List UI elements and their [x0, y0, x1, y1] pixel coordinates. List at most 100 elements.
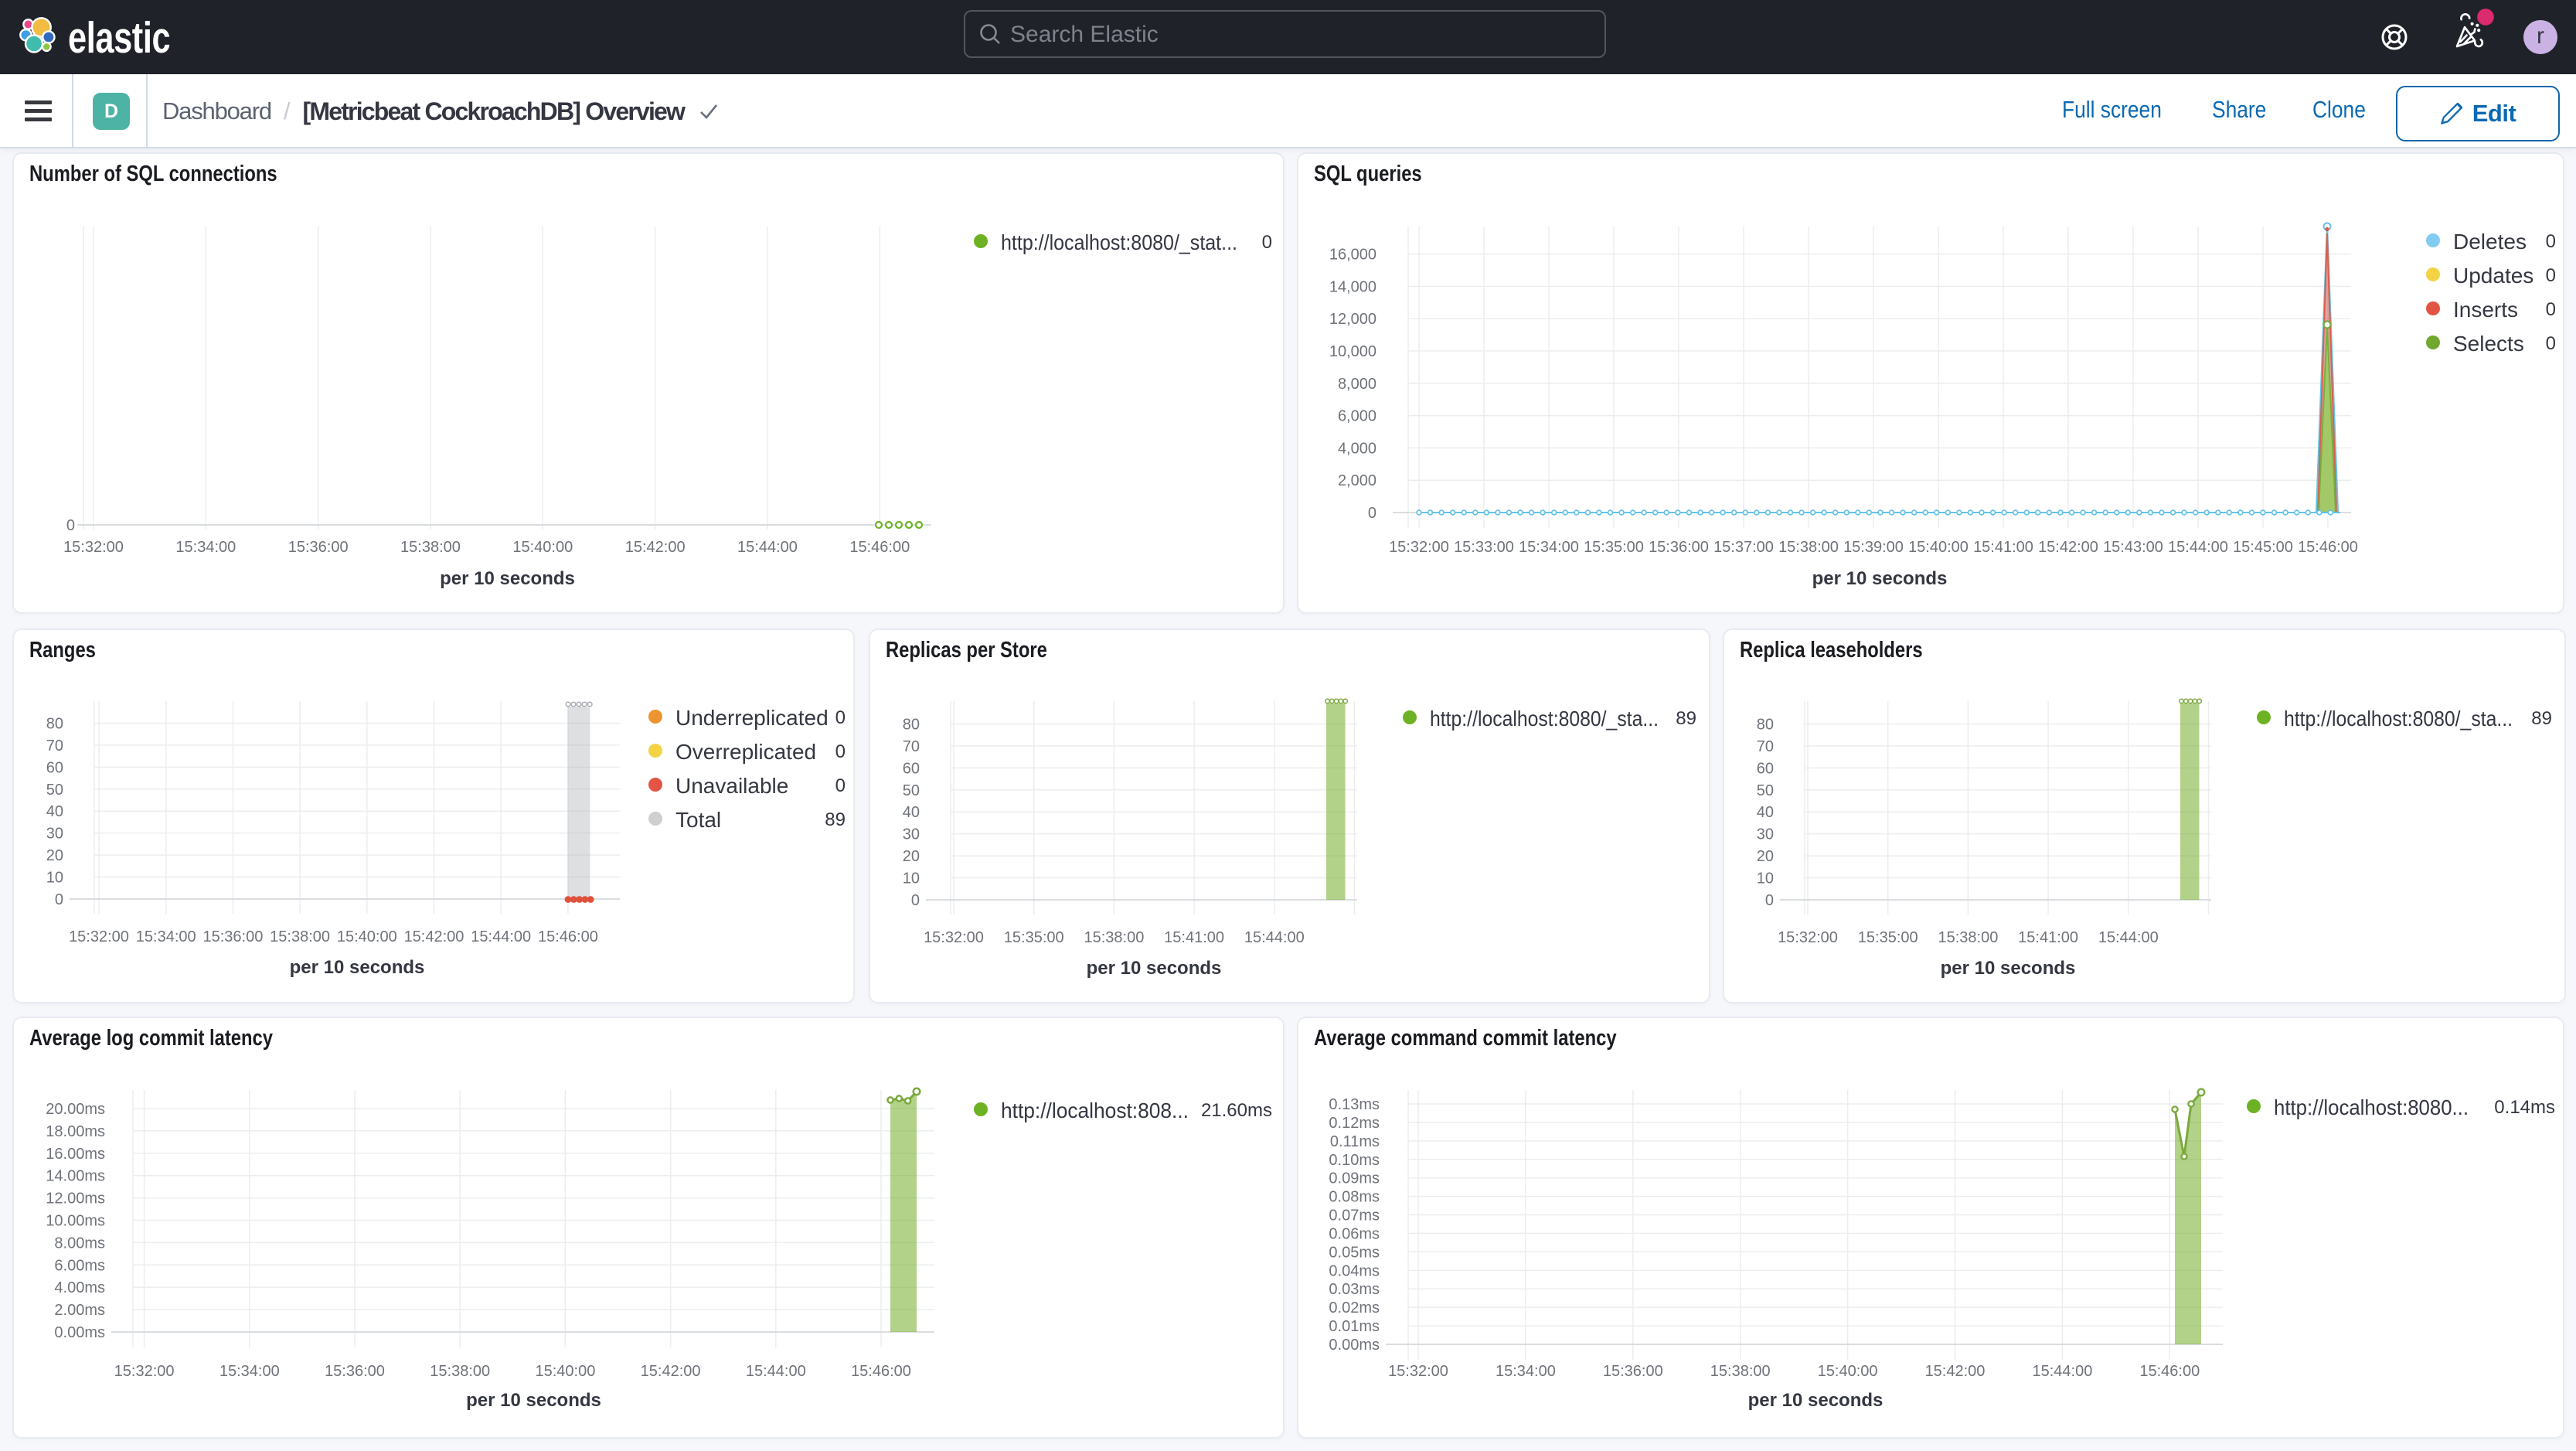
svg-text:15:35:00: 15:35:00	[1004, 929, 1064, 946]
svg-text:89: 89	[2531, 708, 2552, 729]
svg-text:16,000: 16,000	[1329, 247, 1376, 264]
svg-text:15:42:00: 15:42:00	[404, 928, 464, 945]
svg-text:15:32:00: 15:32:00	[1388, 1363, 1448, 1380]
svg-text:15:34:00: 15:34:00	[175, 539, 236, 556]
svg-text:2,000: 2,000	[1338, 472, 1376, 489]
svg-text:4.00ms: 4.00ms	[54, 1279, 105, 1296]
svg-text:2.00ms: 2.00ms	[54, 1302, 105, 1319]
svg-text:40: 40	[46, 803, 63, 820]
svg-text:80: 80	[1757, 716, 1774, 733]
svg-text:0: 0	[1368, 505, 1376, 522]
svg-text:0.00ms: 0.00ms	[1329, 1337, 1380, 1354]
svg-text:http://localhost:808...: http://localhost:808...	[1001, 1098, 1189, 1122]
svg-text:12.00ms: 12.00ms	[46, 1190, 105, 1207]
svg-text:70: 70	[46, 737, 63, 754]
svg-text:15:38:00: 15:38:00	[1938, 929, 1998, 946]
svg-text:0: 0	[2546, 265, 2556, 286]
svg-text:15:35:00: 15:35:00	[1584, 539, 1644, 556]
svg-text:0: 0	[55, 891, 63, 908]
svg-text:10: 10	[903, 870, 920, 887]
svg-text:15:36:00: 15:36:00	[288, 539, 349, 556]
svg-text:50: 50	[1757, 782, 1774, 799]
svg-text:15:37:00: 15:37:00	[1713, 539, 1774, 556]
svg-text:50: 50	[46, 782, 63, 799]
svg-text:70: 70	[903, 738, 920, 755]
svg-text:0: 0	[2546, 299, 2556, 320]
svg-text:per 10 seconds: per 10 seconds	[1748, 1390, 1884, 1411]
svg-text:15:44:00: 15:44:00	[2032, 1363, 2092, 1380]
svg-text:0.05ms: 0.05ms	[1329, 1244, 1380, 1261]
svg-text:15:32:00: 15:32:00	[924, 929, 984, 946]
svg-text:0.06ms: 0.06ms	[1329, 1225, 1380, 1242]
svg-text:0.04ms: 0.04ms	[1329, 1262, 1380, 1279]
svg-text:15:41:00: 15:41:00	[1973, 539, 2033, 556]
svg-text:30: 30	[903, 826, 920, 843]
svg-text:15:32:00: 15:32:00	[1389, 539, 1449, 556]
svg-text:per 10 seconds: per 10 seconds	[440, 568, 575, 589]
svg-text:15:42:00: 15:42:00	[1925, 1363, 1986, 1380]
svg-text:15:39:00: 15:39:00	[1843, 539, 1904, 556]
svg-text:16.00ms: 16.00ms	[46, 1146, 105, 1163]
svg-text:14,000: 14,000	[1329, 278, 1376, 295]
svg-text:0: 0	[1765, 892, 1774, 909]
svg-text:0: 0	[2546, 231, 2556, 252]
svg-text:15:33:00: 15:33:00	[1454, 539, 1514, 556]
svg-text:80: 80	[903, 716, 920, 733]
svg-text:15:38:00: 15:38:00	[400, 539, 461, 556]
svg-text:0.03ms: 0.03ms	[1329, 1281, 1380, 1298]
svg-text:40: 40	[1757, 804, 1774, 821]
svg-text:15:32:00: 15:32:00	[69, 928, 129, 945]
svg-text:15:34:00: 15:34:00	[1519, 539, 1579, 556]
svg-text:Selects: Selects	[2453, 332, 2524, 356]
svg-text:15:41:00: 15:41:00	[1164, 929, 1224, 946]
svg-text:15:40:00: 15:40:00	[337, 928, 397, 945]
svg-text:http://localhost:8080/_stat...: http://localhost:8080/_stat...	[1001, 230, 1237, 254]
svg-text:per 10 seconds: per 10 seconds	[1941, 958, 2076, 979]
svg-text:15:36:00: 15:36:00	[1649, 539, 1709, 556]
svg-text:0.14ms: 0.14ms	[2494, 1097, 2555, 1118]
svg-text:40: 40	[903, 804, 920, 821]
svg-text:15:44:00: 15:44:00	[471, 928, 531, 945]
svg-text:Deletes: Deletes	[2453, 230, 2527, 254]
svg-text:6.00ms: 6.00ms	[54, 1257, 105, 1274]
svg-text:http://localhost:8080...: http://localhost:8080...	[2274, 1095, 2469, 1119]
svg-text:0.01ms: 0.01ms	[1329, 1318, 1380, 1335]
svg-text:0.07ms: 0.07ms	[1329, 1207, 1380, 1224]
svg-text:0.12ms: 0.12ms	[1329, 1115, 1380, 1132]
svg-text:15:40:00: 15:40:00	[1818, 1363, 1878, 1380]
svg-text:15:32:00: 15:32:00	[114, 1363, 175, 1380]
svg-text:15:32:00: 15:32:00	[1778, 929, 1838, 946]
svg-text:0.08ms: 0.08ms	[1329, 1189, 1380, 1206]
svg-text:89: 89	[825, 809, 846, 830]
svg-text:15:46:00: 15:46:00	[2139, 1363, 2200, 1380]
svg-text:15:34:00: 15:34:00	[136, 928, 196, 945]
svg-text:Updates: Updates	[2453, 264, 2533, 288]
svg-text:0.00ms: 0.00ms	[54, 1324, 105, 1341]
svg-text:15:45:00: 15:45:00	[2233, 539, 2293, 556]
svg-text:Inserts: Inserts	[2453, 298, 2518, 322]
svg-text:15:44:00: 15:44:00	[746, 1363, 806, 1380]
svg-text:15:46:00: 15:46:00	[538, 928, 598, 945]
svg-text:15:38:00: 15:38:00	[270, 928, 330, 945]
svg-text:15:35:00: 15:35:00	[1858, 929, 1918, 946]
svg-text:15:34:00: 15:34:00	[1496, 1363, 1556, 1380]
svg-text:0.11ms: 0.11ms	[1330, 1133, 1380, 1150]
svg-text:15:38:00: 15:38:00	[1778, 539, 1839, 556]
svg-text:0: 0	[911, 892, 920, 909]
svg-text:14.00ms: 14.00ms	[46, 1168, 105, 1185]
svg-text:50: 50	[903, 782, 920, 799]
svg-text:per 10 seconds: per 10 seconds	[290, 957, 425, 978]
svg-text:15:43:00: 15:43:00	[2103, 539, 2163, 556]
svg-text:89: 89	[1676, 708, 1696, 729]
svg-text:http://localhost:8080/_sta...: http://localhost:8080/_sta...	[2284, 707, 2513, 731]
svg-text:15:36:00: 15:36:00	[325, 1363, 385, 1380]
svg-text:0: 0	[835, 707, 846, 728]
svg-text:15:34:00: 15:34:00	[219, 1363, 280, 1380]
svg-text:15:42:00: 15:42:00	[2038, 539, 2098, 556]
svg-text:15:44:00: 15:44:00	[1244, 929, 1305, 946]
svg-text:21.60ms: 21.60ms	[1201, 1100, 1272, 1121]
svg-text:per 10 seconds: per 10 seconds	[1812, 568, 1948, 589]
svg-text:0: 0	[835, 741, 846, 762]
svg-text:0.09ms: 0.09ms	[1329, 1170, 1380, 1187]
svg-text:8,000: 8,000	[1338, 376, 1376, 393]
